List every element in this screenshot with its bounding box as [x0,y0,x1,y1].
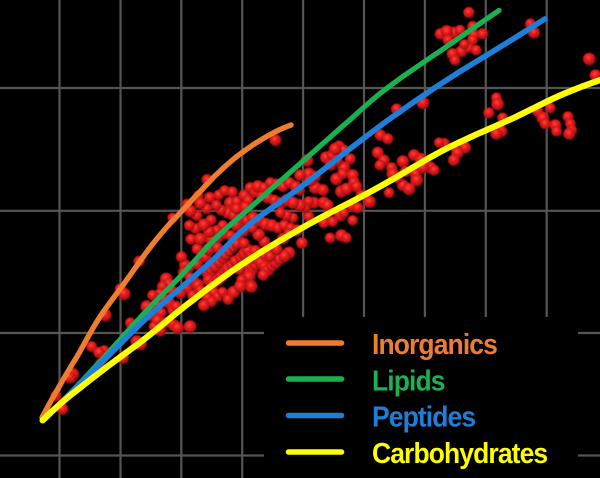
svg-text:Carbohydrates: Carbohydrates [372,437,548,469]
svg-text:Inorganics: Inorganics [372,328,497,360]
svg-text:Peptides: Peptides [372,400,476,432]
svg-text:Lipids: Lipids [372,364,445,396]
